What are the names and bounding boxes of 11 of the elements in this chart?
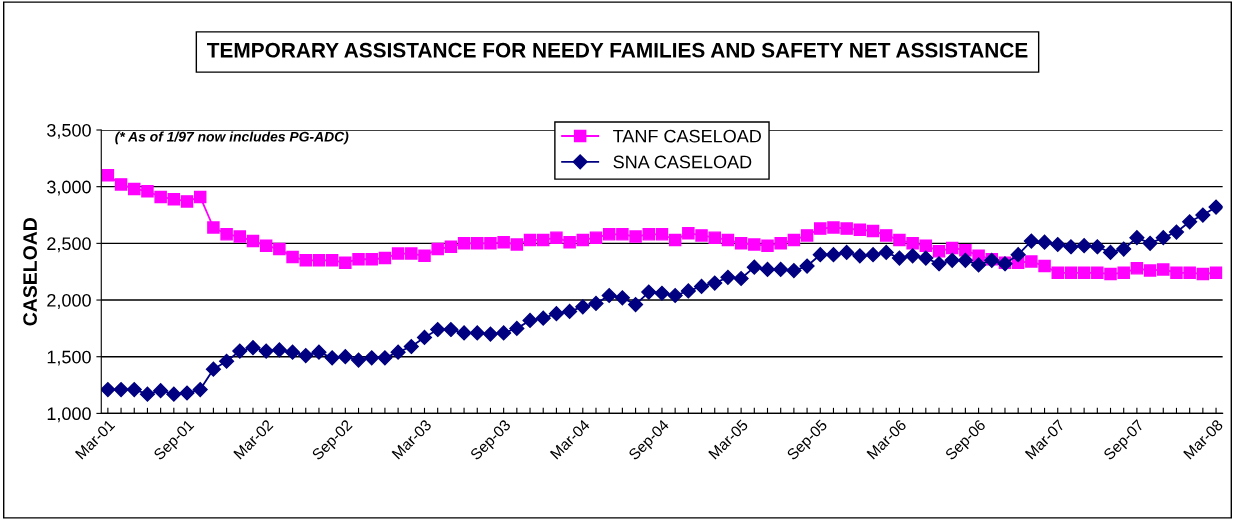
- y-tick-label: 1,000: [47, 407, 91, 423]
- y-tick-label: 3,000: [47, 180, 91, 196]
- y-tick-label: 2,500: [47, 237, 91, 253]
- legend-label: TANF CASELOAD: [613, 129, 761, 143]
- y-tick-label: 2,000: [47, 293, 91, 309]
- y-axis-title: CASELOAD: [23, 217, 37, 326]
- legend-label: SNA CASELOAD: [613, 155, 752, 169]
- y-tick-label: 3,500: [47, 123, 91, 139]
- annotation: (* As of 1/97 now includes PG-ADC): [115, 131, 349, 145]
- chart-title: TEMPORARY ASSISTANCE FOR NEEDY FAMILIES AND SAFETY NET ASSISTANCE: [206, 42, 1028, 58]
- y-tick-label: 1,500: [47, 350, 91, 366]
